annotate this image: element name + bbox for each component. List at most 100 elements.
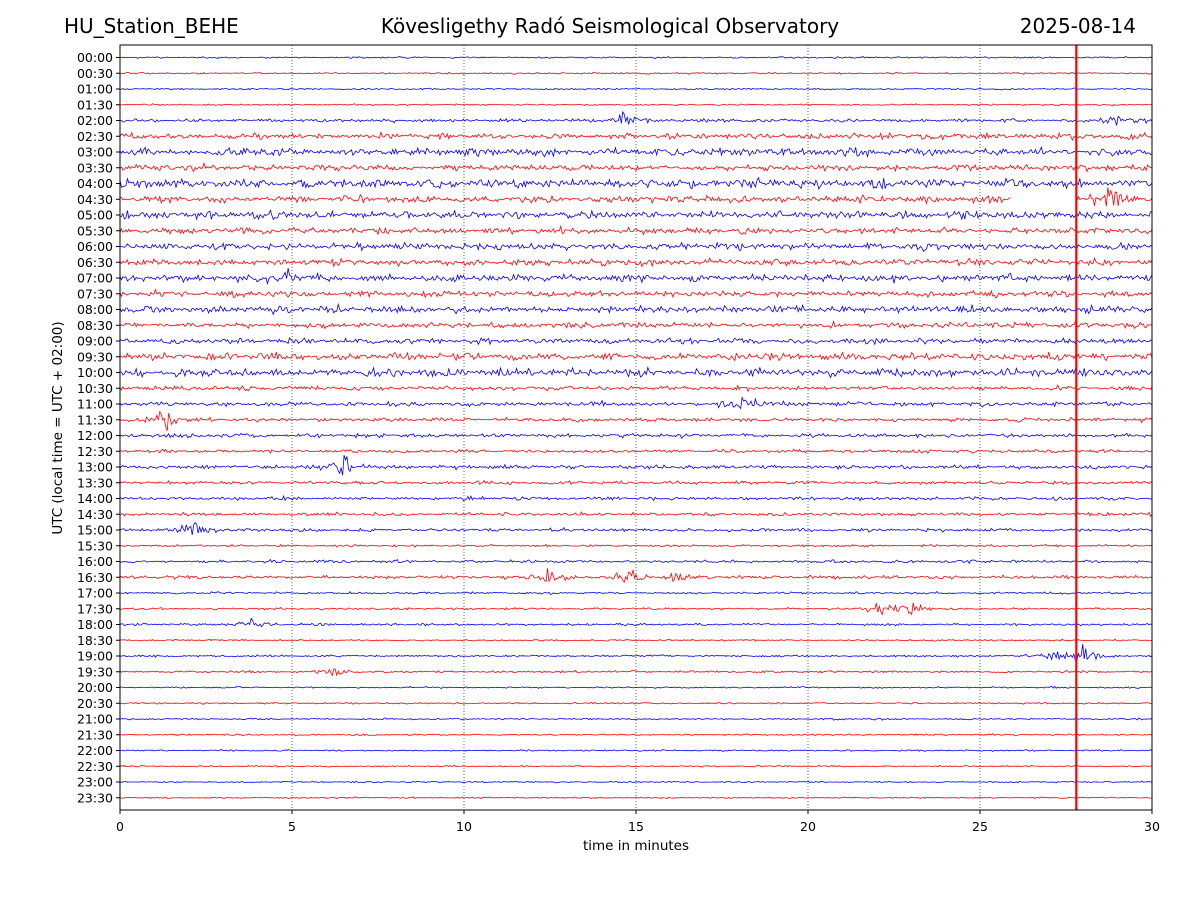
y-tick-label: 08:30	[77, 318, 113, 333]
trace-0530	[119, 224, 1153, 236]
y-tick-label: 07:00	[77, 271, 113, 286]
trace-2300	[119, 780, 1153, 784]
y-tick-label: 08:00	[77, 302, 113, 317]
trace-0930	[119, 351, 1153, 362]
trace-1400	[119, 494, 1153, 502]
trace-1530	[119, 543, 1153, 548]
x-tick-label: 0	[116, 819, 124, 834]
x-tick-label: 5	[288, 819, 296, 834]
y-axis-label: UTC (local time = UTC + 02:00)	[50, 321, 66, 534]
y-tick-label: 04:00	[77, 176, 113, 191]
y-tick-label: 10:00	[77, 365, 113, 380]
y-tick-label: 05:00	[77, 208, 113, 223]
trace-1300	[119, 455, 1153, 476]
x-axis-ticks: 0 5 10 15 20 25 30	[116, 810, 1160, 834]
trace-0730	[119, 288, 1153, 299]
trace-0700	[119, 268, 1153, 286]
y-tick-label: 15:00	[77, 523, 113, 538]
trace-0500	[119, 209, 1153, 221]
y-tick-label: 18:30	[77, 633, 113, 648]
y-tick-label: 21:30	[77, 727, 113, 742]
y-tick-label: 02:00	[77, 113, 113, 128]
x-tick-label: 20	[800, 819, 816, 834]
y-tick-label: 19:30	[77, 664, 113, 679]
trace-1000	[119, 366, 1153, 379]
station-name: HU_Station_BEHE	[64, 14, 239, 38]
y-tick-label: 03:00	[77, 145, 113, 160]
y-tick-label: 12:30	[77, 444, 113, 459]
trace-0430	[1076, 187, 1153, 207]
trace-1930	[119, 668, 1153, 677]
y-tick-label: 00:00	[77, 50, 113, 65]
trace-1130	[119, 410, 1153, 431]
trace-1500	[119, 521, 1153, 535]
y-tick-label: 22:30	[77, 759, 113, 774]
trace-1830	[119, 638, 1153, 642]
x-tick-label: 25	[972, 819, 988, 834]
trace-0430	[120, 193, 1011, 205]
trace-0200	[119, 110, 1153, 126]
trace-1030	[119, 384, 1153, 393]
trace-0830	[119, 320, 1153, 330]
trace-1630	[119, 568, 1153, 584]
traces-layer	[119, 55, 1153, 800]
y-tick-label: 09:30	[77, 349, 113, 364]
y-tick-label: 16:30	[77, 570, 113, 585]
trace-1700	[119, 591, 1153, 595]
y-tick-label: 18:00	[77, 617, 113, 632]
trace-0330	[119, 161, 1153, 173]
x-tick-label: 15	[628, 819, 644, 834]
trace-0130	[119, 103, 1153, 107]
y-tick-label: 09:00	[77, 334, 113, 349]
trace-1800	[119, 617, 1153, 628]
x-tick-label: 30	[1144, 819, 1160, 834]
y-tick-label: 15:30	[77, 538, 113, 553]
y-tick-label: 23:30	[77, 790, 113, 805]
trace-1230	[119, 448, 1153, 455]
y-tick-label: 16:00	[77, 554, 113, 569]
y-tick-label: 00:30	[77, 66, 113, 81]
x-axis-label: time in minutes	[583, 838, 689, 854]
y-tick-label: 11:30	[77, 412, 113, 427]
y-tick-label: 13:00	[77, 460, 113, 475]
y-tick-label: 06:00	[77, 239, 113, 254]
y-tick-label: 05:30	[77, 223, 113, 238]
y-axis-ticks: 00:0000:3001:0001:3002:0002:3003:0003:30…	[77, 50, 120, 805]
trace-1100	[119, 395, 1153, 410]
trace-2000	[119, 685, 1153, 689]
y-tick-label: 01:30	[77, 97, 113, 112]
y-tick-label: 17:00	[77, 586, 113, 601]
y-tick-label: 13:30	[77, 475, 113, 490]
y-tick-label: 01:00	[77, 82, 113, 97]
trace-1600	[119, 558, 1153, 565]
y-tick-label: 11:00	[77, 397, 113, 412]
trace-0000	[119, 55, 1153, 60]
chart-date: 2025-08-14	[1019, 14, 1136, 38]
y-tick-label: 02:30	[77, 129, 113, 144]
trace-0100	[119, 87, 1153, 91]
trace-0800	[119, 302, 1153, 316]
y-tick-label: 19:00	[77, 649, 113, 664]
trace-2130	[119, 733, 1153, 737]
y-tick-label: 20:00	[77, 680, 113, 695]
trace-1900	[119, 644, 1153, 662]
trace-0630	[119, 257, 1153, 268]
y-tick-label: 22:00	[77, 743, 113, 758]
trace-0300	[119, 145, 1153, 159]
trace-0600	[119, 241, 1153, 252]
y-tick-label: 14:30	[77, 507, 113, 522]
y-tick-label: 07:30	[77, 286, 113, 301]
y-tick-label: 03:30	[77, 160, 113, 175]
trace-1730	[119, 602, 1153, 616]
trace-2030	[120, 701, 1153, 705]
trace-2200	[119, 749, 1153, 753]
trace-2330	[119, 796, 1153, 800]
trace-2100	[119, 717, 1153, 721]
y-tick-label: 17:30	[77, 601, 113, 616]
grid-layer	[291, 45, 981, 810]
y-tick-label: 20:30	[77, 696, 113, 711]
y-tick-label: 04:30	[77, 192, 113, 207]
y-tick-label: 06:30	[77, 255, 113, 270]
trace-1330	[119, 479, 1153, 486]
